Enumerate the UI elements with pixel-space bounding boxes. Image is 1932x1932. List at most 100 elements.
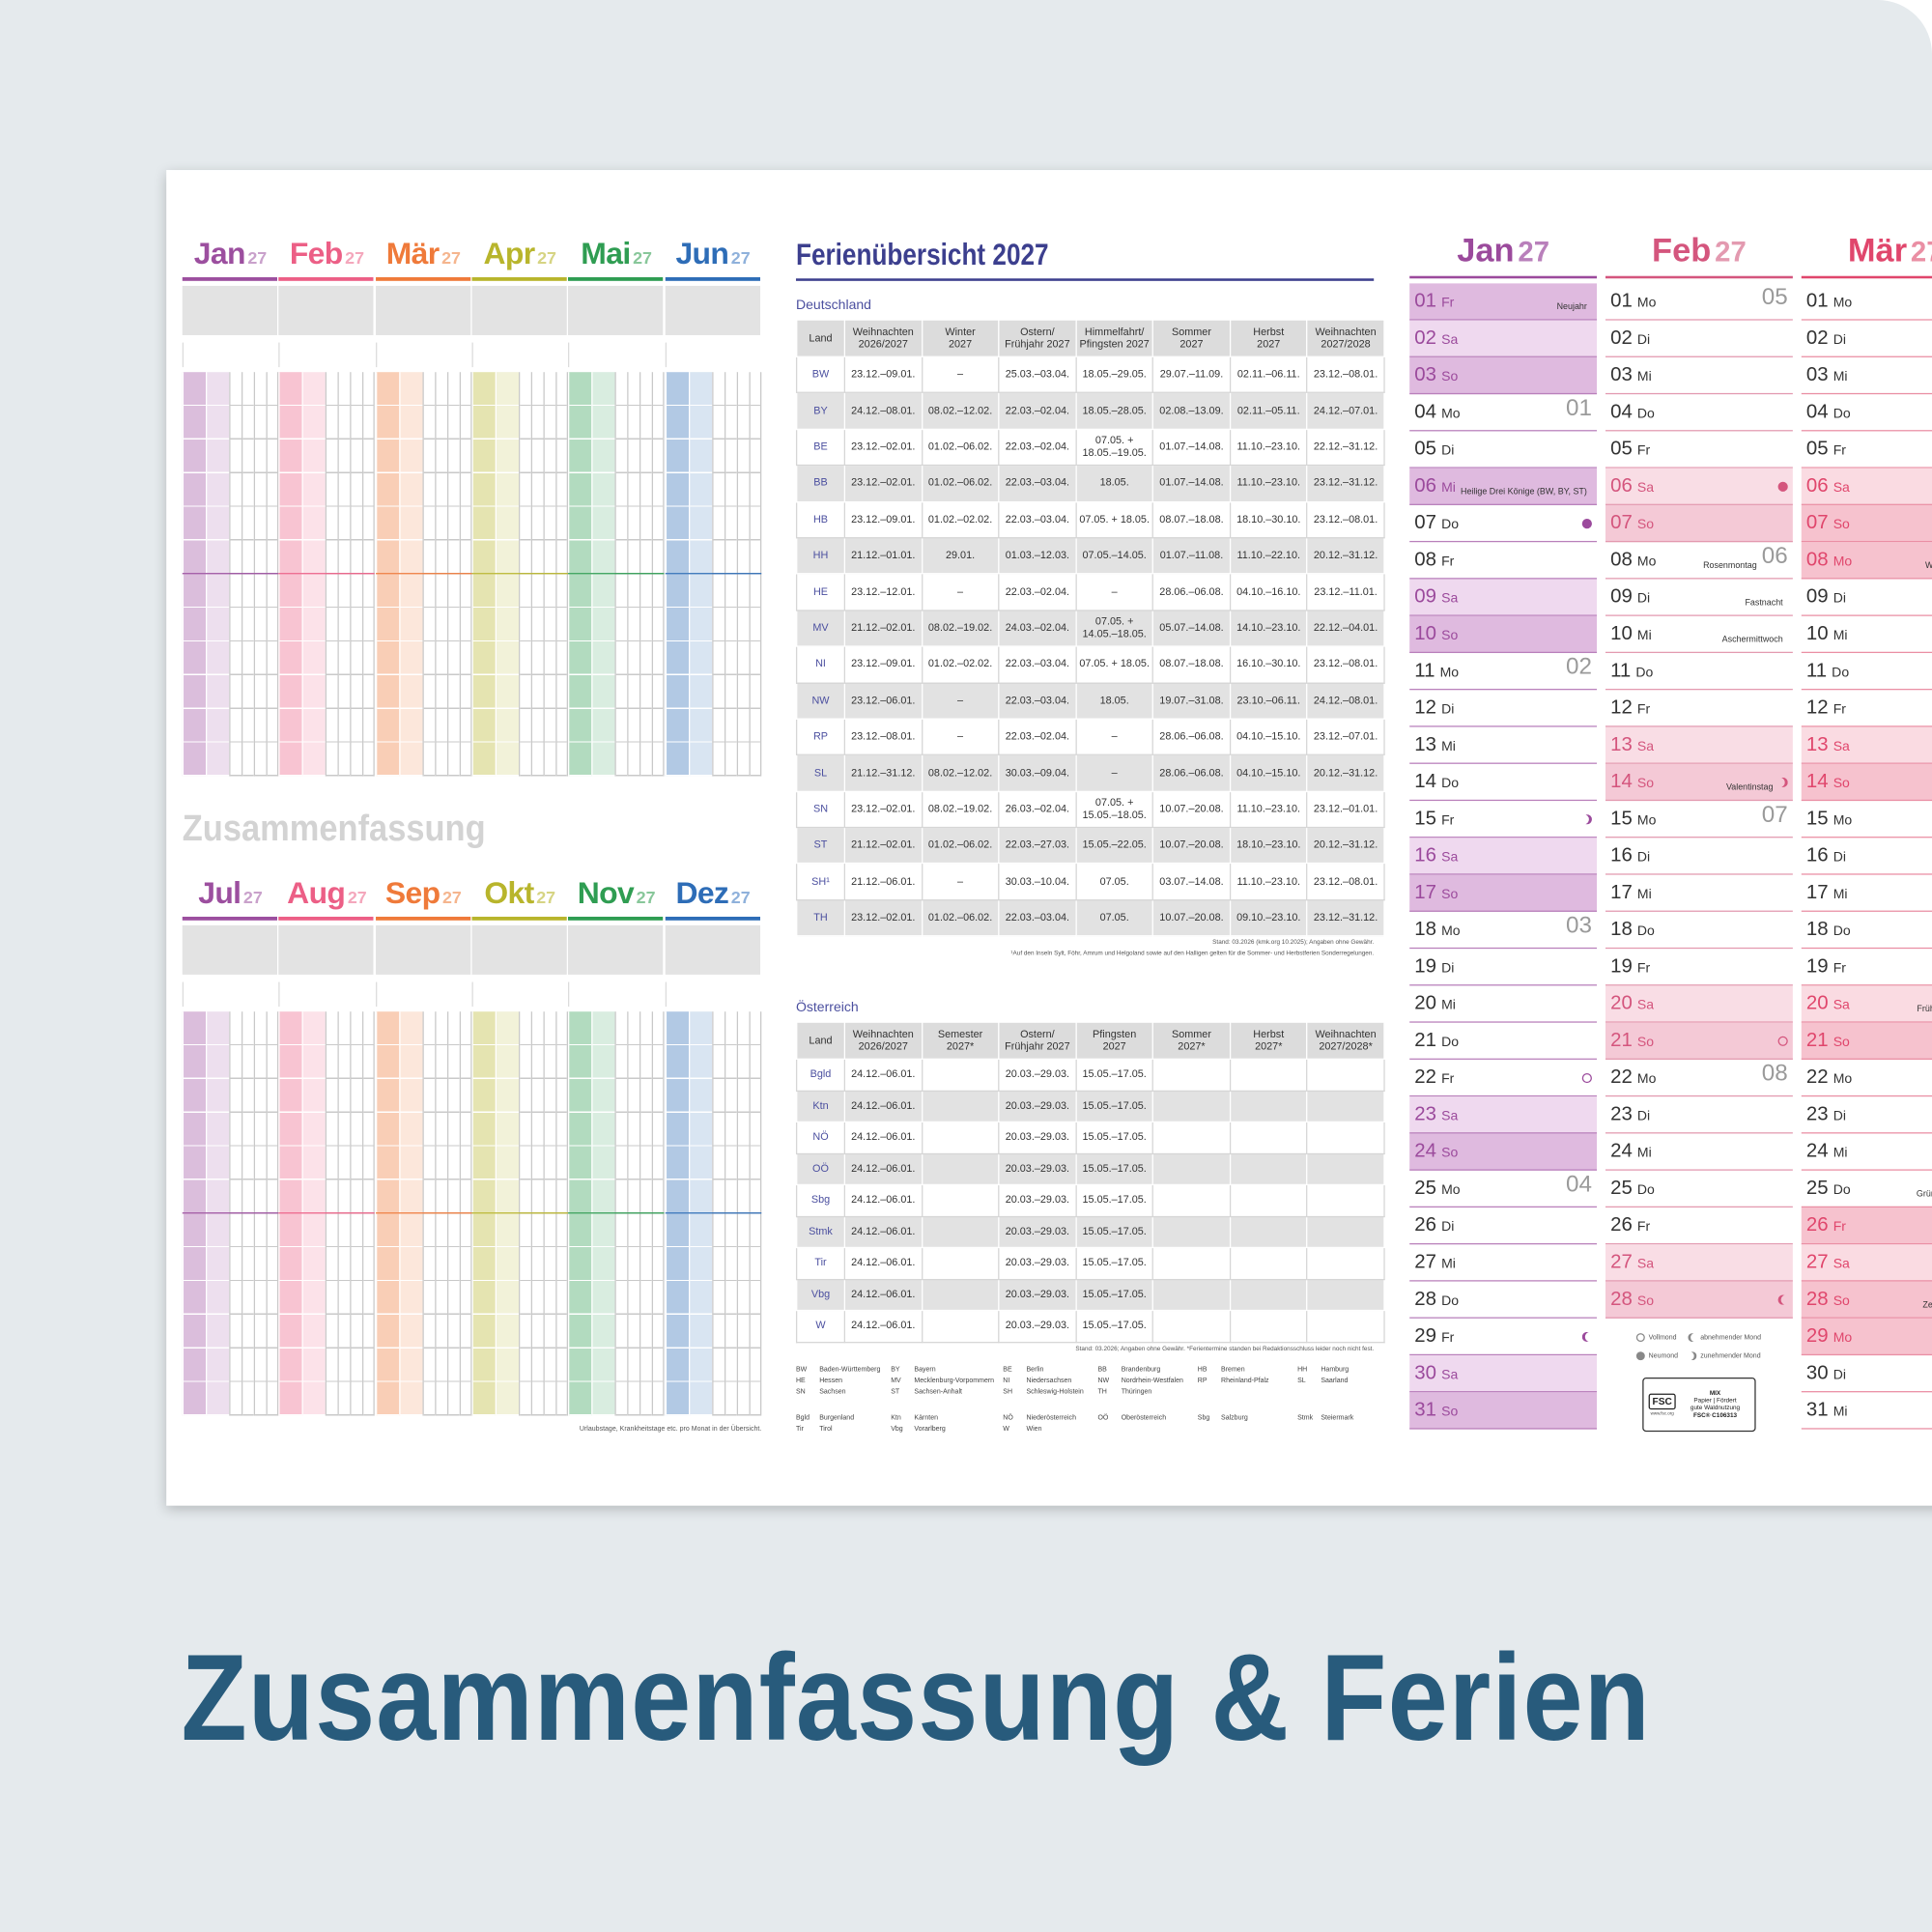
date-cell: 20.03.–29.03. [998,1246,1077,1280]
legend-entry: RP Rheinland-Pfalz [1198,1378,1269,1385]
month-rule [471,276,567,281]
date-cell: 11.10.–22.10. [1229,537,1308,575]
calendar-day: 12 Fr [1801,690,1932,727]
day-number: 19 [1414,955,1436,977]
moon-icon [1582,1331,1592,1341]
weekday: So [1636,517,1655,533]
weekday: Mi [1833,1146,1848,1161]
weekday: Mi [1636,369,1652,384]
weekday: Sa [1441,591,1459,607]
day-number: 10 [1805,622,1829,644]
date-cell: 07.05. + 18.05. [1075,645,1154,684]
half-year-line [665,1212,761,1214]
weekday: So [1636,1035,1655,1050]
date-cell [1151,1309,1231,1343]
weekday: Di [1441,1219,1455,1236]
calendar-day: 05 Fr [1605,431,1793,469]
land-cell: MV [795,610,845,647]
half-year-line [568,573,665,575]
month-year: 27 [347,887,367,907]
weekday: Fr [1636,702,1651,718]
month-header: Mai 27 [568,237,664,272]
date-cell: 23.12.–08.01. [1306,645,1385,684]
day-number: 27 [1610,1251,1633,1272]
calendar-day: 23 Sa [1409,1096,1598,1134]
table-row: Vbg 24.12.–06.01. 20.03.–29.03. 15.05.–17.0… [795,1278,1385,1312]
date-cell: 22.03.–03.04. [998,898,1077,937]
calendar-day: 04 Do [1801,394,1932,432]
calendar-day: 04 Do [1605,394,1793,432]
calendar-day: 07 So [1801,504,1932,543]
weekday: Mi [1441,739,1456,754]
month-header: Jul 27 [183,876,278,912]
month-header: Nov 27 [568,876,664,912]
day-number: 19 [1805,955,1829,977]
table-row: HB 23.12.–09.01. 01.02.–02.02. 22.03.–03.04… [795,500,1385,539]
date-cell: 20.03.–29.03. [998,1215,1077,1249]
date-cell: 09.10.–23.10. [1229,898,1308,937]
day-number: 21 [1805,1029,1829,1051]
weekday: Sa [1441,1367,1459,1383]
calendar-day: 18 Mo 03 [1409,912,1598,950]
date-cell: 15.05.–17.05. [1075,1152,1154,1186]
total-box [278,924,374,975]
day-number: 03 [1805,363,1829,385]
day-number: 10 [1414,622,1436,644]
header-row: Land Weihnachten 2026/2027 Semester 2027* O… [795,1021,1385,1060]
calendar-day: 09 Di Fastnacht [1605,579,1793,616]
calendar-day: 17 Mi [1801,875,1932,912]
day-note: Aschermittwoch [1721,636,1783,645]
calendar-day: 17 Mi [1605,875,1793,912]
day-note: Zeitumstellung [1922,1300,1932,1310]
month-year: 27 [345,247,365,268]
total-box [471,285,567,335]
title-rule [795,278,1375,281]
calendar-day: 11 Do [1801,653,1932,691]
date-cell: 08.02.–12.02. [921,753,1000,792]
land-cell: NI [795,645,845,684]
weekday: Do [1441,1035,1460,1050]
table-row: SH¹ 21.12.–06.01. –30.03.–10.04. 07.05. 03.0… [795,863,1385,901]
calendar-day: 07 Do [1409,505,1598,543]
weekday: Mi [1636,887,1652,902]
calendar-day: 30 Di [1801,1355,1932,1393]
day-number: 17 [1610,881,1633,903]
day-number: 10 [1610,622,1633,644]
weekday: Do [1833,923,1851,939]
day-number: 13 [1610,733,1633,755]
day-number: 29 [1805,1324,1829,1347]
weekday: Di [1833,1367,1846,1383]
land-cell: Vbg [795,1278,845,1312]
month-rule [665,916,760,921]
calendar-day: 06 Mi Heilige Drei Könige (BW, BY, ST) [1409,468,1598,505]
date-cell: 21.12.–01.01. [843,537,923,575]
weekday: Fr [1441,1071,1455,1087]
calendar-day: 13 Mi [1409,727,1598,764]
month-rule [568,916,664,921]
date-cell: 01.07.–14.08. [1151,465,1231,502]
day-number: 16 [1414,844,1436,867]
weekday: So [1441,369,1459,384]
calendar-day: 03 Mi [1801,357,1932,395]
weekday: Fr [1833,443,1846,459]
date-cell [1229,1309,1308,1343]
date-cell: 18.05. [1075,682,1154,720]
table-row: BE 23.12.–02.01. 01.02.–06.02. 22.03.–02.04… [795,428,1385,467]
divider [375,981,377,1008]
date-cell: 01.02.–06.02. [921,465,1000,502]
date-cell: 23.10.–06.11. [1229,682,1308,720]
land-cell: SN [795,790,845,829]
calendar-month-year: 27 [1518,235,1550,268]
month-header: Feb 27 [279,237,375,272]
date-cell: 24.12.–06.01. [843,1058,923,1092]
day-number: 07 [1805,511,1829,533]
date-cell: 22.03.–02.04. [998,718,1077,756]
month-header: Jun 27 [665,237,760,272]
calendar-day: 05 Fr [1801,431,1932,469]
date-cell [1306,1215,1385,1249]
land-cell: HH [795,537,845,575]
date-cell: 22.03.–03.04. [998,500,1077,539]
divider [182,981,185,1008]
legend-name: Thüringen [1121,1388,1152,1397]
